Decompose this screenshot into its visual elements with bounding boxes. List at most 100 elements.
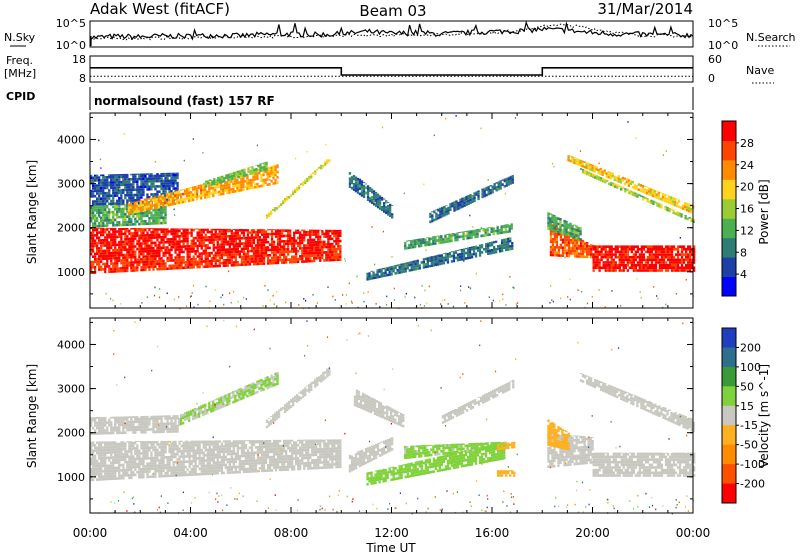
heat-cell	[108, 236, 111, 239]
heat-cell	[586, 172, 589, 176]
heat-cell	[681, 204, 685, 208]
heat-cell	[90, 266, 93, 269]
heat-cell	[192, 263, 195, 266]
heat-cell	[604, 269, 607, 272]
heat-cell	[176, 258, 179, 262]
heat-cell	[144, 185, 147, 189]
heat-cell	[481, 190, 484, 193]
heat-cell	[110, 270, 113, 273]
heat-cell	[92, 454, 95, 458]
heat-cell	[563, 249, 567, 252]
heat-cell	[144, 234, 147, 237]
heat-cell	[96, 205, 99, 207]
heat-cell	[134, 193, 137, 197]
heat-cell	[258, 244, 262, 247]
heat-cell	[104, 244, 107, 247]
heat-cell	[171, 197, 175, 201]
heat-cell	[104, 208, 107, 212]
heat-cell	[218, 246, 221, 249]
heat-cell	[108, 213, 111, 217]
heat-cell	[500, 231, 503, 234]
heat-cell	[153, 198, 157, 202]
heat-cell	[246, 182, 249, 185]
heat-cell	[140, 217, 143, 220]
heat-cell	[152, 179, 155, 183]
heat-cell	[293, 234, 296, 237]
heat-cell	[388, 268, 391, 271]
heat-cell	[468, 247, 472, 249]
heat-cell	[130, 196, 133, 200]
heat-cell	[297, 257, 300, 261]
heat-cell	[112, 202, 115, 205]
heat-cell	[458, 253, 462, 256]
heat-cell	[606, 250, 609, 254]
heat-cell	[553, 216, 556, 219]
heat-cell	[270, 169, 273, 172]
heat-cell	[122, 253, 125, 257]
heat-cell	[668, 261, 672, 264]
heat-cell	[565, 228, 568, 231]
heat-cell	[90, 250, 93, 253]
heat-cell	[600, 177, 603, 179]
heat-cell	[502, 224, 505, 226]
heat-cell	[565, 225, 568, 228]
heat-cell	[210, 259, 213, 263]
heat-cell	[236, 250, 240, 253]
heat-cell	[136, 188, 139, 191]
heat-cell	[216, 248, 219, 252]
heat-cell	[140, 222, 143, 226]
heat-cell	[102, 221, 105, 225]
heat-scatter	[363, 300, 365, 303]
heat-cell	[126, 215, 129, 218]
heat-cell	[136, 193, 139, 197]
heat-cell	[473, 196, 476, 200]
heat-cell	[178, 229, 181, 233]
heat-cell	[116, 213, 119, 216]
heat-cell	[162, 262, 165, 265]
heat-cell	[628, 266, 632, 270]
heat-cell	[234, 247, 238, 251]
heat-cell	[108, 477, 111, 481]
heat-cell	[218, 243, 221, 246]
heat-cell	[453, 206, 456, 209]
heat-cell	[102, 186, 105, 190]
heat-cell	[577, 159, 580, 161]
heat-cell	[176, 256, 179, 259]
heat-cell	[622, 266, 625, 270]
heat-cell	[666, 269, 670, 272]
heat-cell	[467, 197, 470, 200]
heat-cell	[586, 242, 589, 245]
heat-cell	[551, 224, 555, 226]
heat-cell	[122, 175, 125, 179]
heat-cell	[507, 248, 510, 251]
heat-cell	[390, 266, 393, 268]
heat-cell	[575, 236, 578, 240]
heat-cell	[228, 237, 232, 241]
heat-cell	[148, 244, 151, 248]
heat-cell	[148, 196, 151, 199]
heat-cell	[579, 252, 583, 256]
heat-cell	[505, 238, 508, 241]
heat-cell	[374, 196, 378, 199]
heat-cell	[148, 222, 151, 225]
heat-cell	[114, 466, 117, 470]
heat-cell	[118, 181, 121, 184]
heat-cell	[168, 174, 171, 177]
heat-cell	[640, 266, 644, 270]
heat-cell	[186, 237, 189, 240]
heat-cell	[581, 170, 585, 174]
heat-cell	[234, 190, 237, 193]
heat-cell	[649, 191, 653, 194]
heat-cell	[352, 188, 356, 191]
heat-cell	[94, 255, 97, 258]
heat-cell	[321, 240, 324, 244]
heat-cell	[234, 253, 238, 256]
heat-cell	[497, 247, 500, 251]
heat-cell	[166, 172, 169, 175]
heat-cell	[260, 259, 264, 263]
heat-scatter	[190, 295, 192, 298]
heat-cell	[323, 251, 326, 254]
heat-cell	[606, 253, 609, 256]
heat-cell	[690, 219, 693, 223]
